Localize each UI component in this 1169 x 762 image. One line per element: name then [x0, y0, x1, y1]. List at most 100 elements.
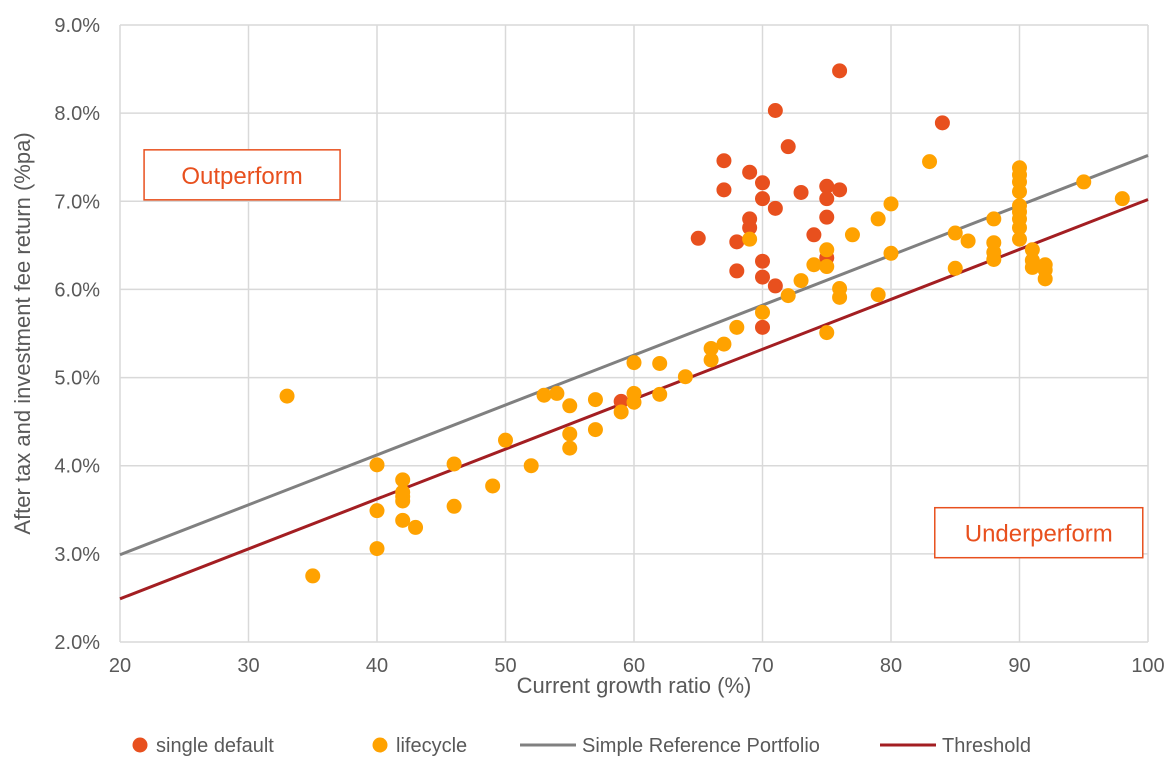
x-tick-label: 70 — [751, 655, 773, 677]
lifecycle-point — [780, 288, 796, 304]
lifecycle-point — [408, 519, 424, 535]
lifecycle-point — [986, 211, 1002, 227]
y-tick-label: 6.0% — [54, 279, 100, 301]
lifecycle-point — [1012, 231, 1027, 247]
annotation-box — [143, 149, 341, 201]
lifecycle-point — [1024, 242, 1040, 258]
single-default-point — [755, 191, 770, 207]
lifecycle-point — [279, 388, 295, 404]
single-default-point — [613, 393, 629, 409]
single-default-point — [742, 164, 758, 180]
lifecycle-point — [703, 352, 719, 368]
y-tick-label: 4.0% — [54, 456, 100, 478]
lifecycle-point — [485, 478, 501, 494]
single-default-point — [934, 115, 950, 131]
single-default-point — [819, 191, 835, 207]
single-default-point — [819, 209, 835, 225]
single-default-point — [767, 102, 783, 118]
lifecycle-point — [562, 426, 578, 442]
single-default-point — [767, 200, 783, 216]
outperform-label: Outperform — [181, 163, 302, 190]
lifecycle-point — [716, 336, 732, 352]
single-default-point — [819, 178, 835, 194]
single-default-point — [729, 263, 745, 279]
lifecycle-point — [395, 493, 411, 509]
lifecycle-point — [819, 259, 835, 275]
single-default-point — [755, 253, 770, 269]
lifecycle-point — [446, 456, 462, 472]
single-default-point — [780, 139, 796, 155]
lifecycle-point — [498, 432, 513, 448]
lifecycle-point — [1076, 174, 1092, 190]
lifecycle-point — [947, 225, 963, 241]
lifecycle-point — [922, 154, 938, 170]
legend: single default lifecycle Simple Reference … — [132, 735, 1031, 757]
tick-labels: 20 30 40 50 60 70 80 90 100 2.0% 3.0% 4.0% 5.0% 6.0% 7… — [54, 15, 1164, 677]
legend-label: Threshold — [942, 735, 1031, 757]
lifecycle-point — [536, 387, 552, 403]
lifecycle-point — [1024, 259, 1040, 275]
lifecycle-point — [446, 498, 462, 514]
single-default-point — [806, 227, 822, 243]
single-default-point — [832, 63, 848, 79]
legend-label: Simple Reference Portfolio — [582, 735, 820, 757]
legend-label: lifecycle — [396, 735, 467, 757]
single-default-point — [832, 182, 848, 198]
lifecycle-point — [986, 251, 1002, 267]
lifecycle-point — [819, 325, 835, 341]
lifecycle-point — [305, 568, 321, 584]
single-default-point — [729, 234, 745, 250]
lifecycle-point — [947, 260, 963, 276]
single-default-point — [742, 220, 758, 236]
annotation-box — [934, 506, 1144, 559]
lifecycle-point — [960, 233, 976, 249]
y-tick-label: 7.0% — [54, 191, 100, 213]
single-default-point — [755, 175, 770, 191]
x-tick-label: 40 — [366, 655, 388, 677]
legend-marker — [132, 737, 148, 753]
lifecycle-point — [870, 287, 886, 303]
single-default-point — [716, 153, 732, 169]
single-default-point — [690, 230, 706, 246]
lifecycle-point — [562, 440, 578, 456]
lifecycle-point — [626, 355, 642, 371]
x-tick-label: 30 — [237, 655, 259, 677]
annotations: Outperform Underperform — [143, 149, 1144, 559]
data-points — [279, 63, 1130, 584]
underperform-label: Underperform — [965, 521, 1113, 548]
lifecycle-point — [523, 458, 539, 474]
lifecycle-point — [369, 541, 385, 557]
lifecycle-point — [677, 369, 693, 385]
lifecycle-point — [626, 394, 642, 410]
lifecycle-point — [883, 196, 899, 212]
lifecycle-point — [395, 512, 411, 528]
x-tick-label: 80 — [880, 655, 902, 677]
x-tick-label: 20 — [109, 655, 131, 677]
y-axis-title: After tax and investment fee return (%pa… — [10, 132, 35, 534]
single-default-point — [793, 184, 809, 200]
lifecycle-point — [793, 273, 809, 289]
lifecycle-point — [395, 472, 411, 488]
lifecycle-point — [652, 386, 668, 402]
y-tick-label: 8.0% — [54, 103, 100, 125]
lifecycle-point — [832, 289, 848, 305]
lifecycle-point — [755, 304, 770, 320]
single-default-point — [755, 319, 770, 335]
legend-label: single default — [156, 735, 274, 757]
x-tick-label: 50 — [494, 655, 516, 677]
lifecycle-point — [1037, 271, 1053, 287]
x-tick-label: 60 — [623, 655, 645, 677]
lifecycle-point — [870, 211, 886, 227]
y-tick-label: 9.0% — [54, 15, 100, 37]
y-tick-label: 5.0% — [54, 368, 100, 390]
x-axis-title: Current growth ratio (%) — [517, 673, 752, 698]
single-default-point — [767, 278, 783, 294]
y-tick-label: 3.0% — [54, 544, 100, 566]
lifecycle-point — [562, 398, 578, 414]
x-tick-label: 90 — [1008, 655, 1030, 677]
lifecycle-point — [883, 245, 899, 261]
lifecycle-point — [369, 457, 385, 473]
single-default-point — [755, 269, 770, 285]
lifecycle-point — [1114, 191, 1130, 207]
